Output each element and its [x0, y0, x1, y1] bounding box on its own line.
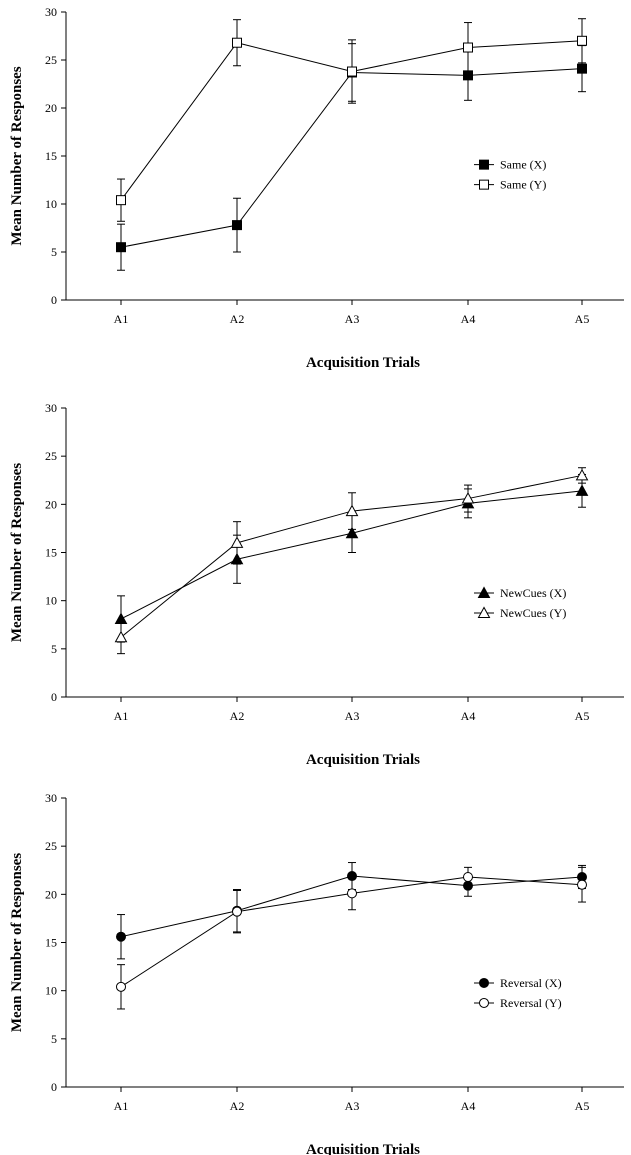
- legend-marker: [479, 159, 489, 170]
- data-point: [577, 879, 587, 890]
- data-point: [116, 195, 126, 206]
- series-2: [116, 866, 587, 1010]
- legend-entry: Reversal (X): [500, 976, 562, 990]
- data-point: [577, 63, 587, 74]
- y-tick-label: 20: [45, 497, 57, 511]
- data-point: [577, 35, 587, 46]
- x-tick-label: A4: [461, 1099, 476, 1113]
- x-tick-label: A1: [114, 709, 129, 723]
- x-axis-title: Acquisition Trials: [306, 355, 420, 371]
- y-tick-label: 15: [45, 936, 57, 950]
- data-point: [347, 66, 357, 77]
- data-point: [575, 468, 589, 481]
- series-2: [116, 18, 587, 222]
- x-tick-label: A1: [114, 312, 129, 326]
- legend-entry: Same (Y): [500, 178, 546, 192]
- y-tick-label: 15: [45, 546, 57, 560]
- y-tick-label: 30: [45, 5, 57, 19]
- legend-marker: [479, 977, 489, 988]
- y-tick-label: 30: [45, 791, 57, 805]
- x-tick-label: A4: [461, 312, 476, 326]
- data-point: [345, 504, 359, 517]
- data-point: [463, 42, 473, 53]
- data-point: [461, 492, 475, 504]
- x-axis-title: Acquisition Trials: [306, 752, 420, 768]
- data-point: [463, 871, 473, 882]
- x-tick-label: A5: [575, 1099, 590, 1113]
- chart-panel-2: 0 5 10 15 20 25 30 A1 A2 A3 A4 A5 Acquisition Trials…: [9, 401, 624, 768]
- data-point: [232, 37, 242, 48]
- y-tick-label: 0: [51, 690, 57, 704]
- legend: NewCues (X) NewCues (Y): [474, 586, 566, 620]
- x-tick-label: A3: [345, 312, 360, 326]
- y-tick-label: 5: [51, 1032, 57, 1046]
- y-tick-label: 10: [45, 984, 57, 998]
- x-tick-label: A2: [230, 1099, 245, 1113]
- y-tick-label: 30: [45, 401, 57, 415]
- legend-entry: NewCues (X): [500, 586, 566, 600]
- x-tick-label: A5: [575, 312, 590, 326]
- data-point: [116, 981, 126, 992]
- x-tick-label: A4: [461, 709, 476, 723]
- data-point: [232, 220, 242, 231]
- chart-panel-3: 0 5 10 15 20 25 30 A1 A2 A3 A4 A5 Acquisition Trials…: [9, 791, 624, 1155]
- legend-marker: [479, 997, 489, 1008]
- data-point: [116, 931, 126, 942]
- series-2: [114, 467, 589, 655]
- legend: Same (X) Same (Y): [474, 158, 546, 192]
- x-tick-label: A1: [114, 1099, 129, 1113]
- y-tick-label: 25: [45, 839, 57, 853]
- x-tick-label: A3: [345, 709, 360, 723]
- legend: Reversal (X) Reversal (Y): [474, 976, 562, 1010]
- data-point: [116, 242, 126, 253]
- legend-marker: [477, 586, 491, 598]
- legend-marker: [477, 606, 491, 618]
- x-tick-label: A2: [230, 709, 245, 723]
- y-axis-title: Mean Number of Responses: [9, 66, 25, 245]
- legend-entry: NewCues (Y): [500, 606, 566, 620]
- y-tick-label: 15: [45, 149, 57, 163]
- chart-panel-1: 0 5 10 15 20 25 30 A1 A2 A3 A4 A5 Acquisition Trials…: [9, 5, 624, 371]
- y-tick-label: 20: [45, 887, 57, 901]
- y-axis-title: Mean Number of Responses: [9, 853, 25, 1032]
- x-axis-title: Acquisition Trials: [306, 1142, 420, 1155]
- data-point: [230, 536, 244, 548]
- legend-entry: Same (X): [500, 158, 546, 172]
- y-tick-label: 25: [45, 449, 57, 463]
- legend-entry: Reversal (Y): [500, 996, 562, 1010]
- x-tick-label: A5: [575, 709, 590, 723]
- y-tick-label: 5: [51, 245, 57, 259]
- y-tick-label: 0: [51, 1080, 57, 1094]
- data-point: [347, 888, 357, 899]
- y-tick-label: 20: [45, 101, 57, 115]
- y-tick-label: 0: [51, 293, 57, 307]
- y-tick-label: 10: [45, 594, 57, 608]
- y-tick-label: 25: [45, 53, 57, 67]
- legend-marker: [479, 179, 489, 190]
- y-axis-title: Mean Number of Responses: [9, 463, 25, 642]
- x-tick-label: A3: [345, 1099, 360, 1113]
- data-point: [232, 906, 242, 917]
- y-tick-label: 5: [51, 642, 57, 656]
- data-point: [114, 630, 128, 643]
- data-point: [345, 526, 359, 539]
- y-tick-label: 10: [45, 197, 57, 211]
- data-point: [575, 484, 589, 496]
- x-tick-label: A2: [230, 312, 245, 326]
